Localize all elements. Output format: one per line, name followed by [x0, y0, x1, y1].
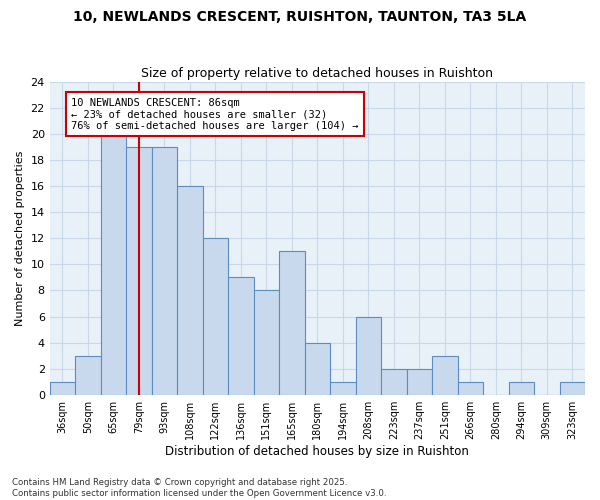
Bar	[432, 356, 458, 395]
Bar	[330, 382, 356, 394]
Bar	[279, 252, 305, 394]
Bar	[305, 342, 330, 394]
Text: Contains HM Land Registry data © Crown copyright and database right 2025.
Contai: Contains HM Land Registry data © Crown c…	[12, 478, 386, 498]
Bar	[126, 147, 152, 394]
Bar	[50, 382, 75, 394]
Bar	[177, 186, 203, 394]
Bar	[458, 382, 483, 394]
Title: Size of property relative to detached houses in Ruishton: Size of property relative to detached ho…	[142, 66, 493, 80]
Text: 10 NEWLANDS CRESCENT: 86sqm
← 23% of detached houses are smaller (32)
76% of sem: 10 NEWLANDS CRESCENT: 86sqm ← 23% of det…	[71, 98, 359, 131]
Bar	[356, 316, 381, 394]
X-axis label: Distribution of detached houses by size in Ruishton: Distribution of detached houses by size …	[166, 444, 469, 458]
Bar	[254, 290, 279, 395]
Y-axis label: Number of detached properties: Number of detached properties	[15, 150, 25, 326]
Bar	[560, 382, 585, 394]
Bar	[509, 382, 534, 394]
Text: 10, NEWLANDS CRESCENT, RUISHTON, TAUNTON, TA3 5LA: 10, NEWLANDS CRESCENT, RUISHTON, TAUNTON…	[73, 10, 527, 24]
Bar	[203, 238, 228, 394]
Bar	[152, 147, 177, 394]
Bar	[381, 368, 407, 394]
Bar	[75, 356, 101, 395]
Bar	[407, 368, 432, 394]
Bar	[101, 134, 126, 394]
Bar	[228, 278, 254, 394]
